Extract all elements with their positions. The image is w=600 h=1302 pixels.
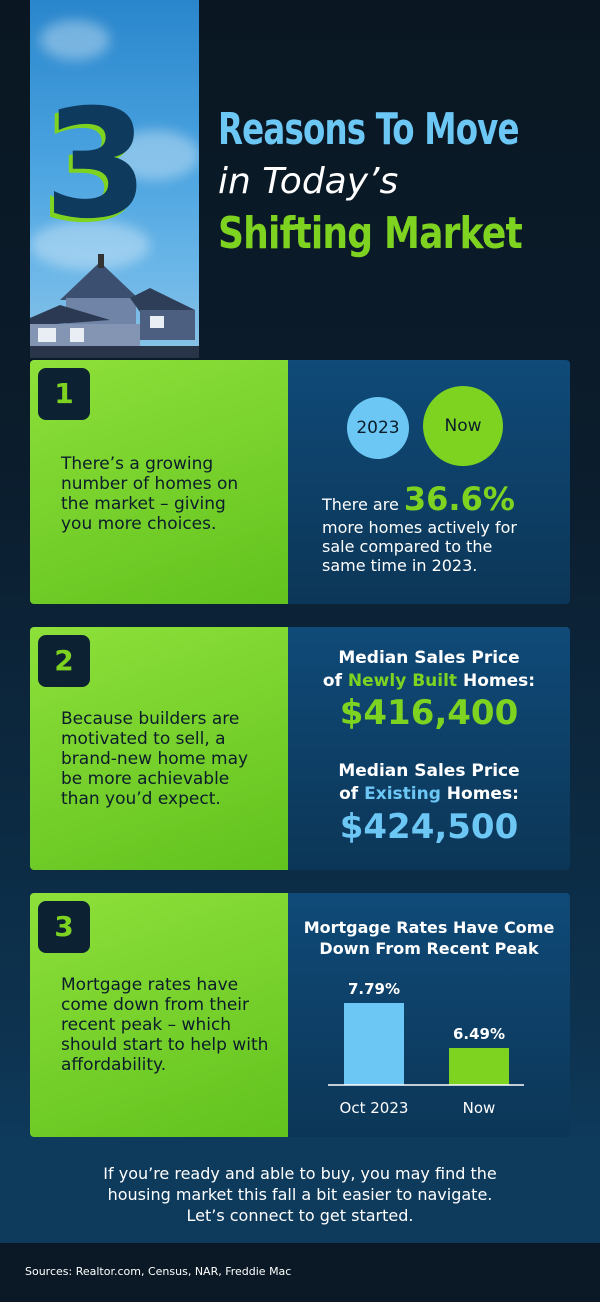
reason-card-3: 3 Mortgage rates have come down from the… xyxy=(30,893,570,1137)
new-homes-price: $416,400 xyxy=(339,693,519,733)
house-photo xyxy=(30,254,199,358)
bar-1 xyxy=(449,1047,509,1085)
chart-title: Mortgage Rates Have Come Down From Recen… xyxy=(303,918,555,958)
reason-card-2: 2 Because builders are motivated to sell… xyxy=(30,627,570,870)
reason-card-1: 1 There’s a growing number of homes on t… xyxy=(30,360,570,604)
reason-panel: 1 There’s a growing number of homes on t… xyxy=(30,360,288,604)
reason-text: Mortgage rates have come down from their… xyxy=(61,975,269,1075)
reason-text: Because builders are motivated to sell, … xyxy=(61,709,249,809)
stat-panel: 2023 Now There are 36.6% more homes acti… xyxy=(288,360,570,604)
stat-value: 36.6% xyxy=(403,480,515,518)
data-label: 7.79% xyxy=(348,980,400,998)
title-line-3: Shifting Market xyxy=(218,208,523,259)
reason-panel: 2 Because builders are motivated to sell… xyxy=(30,627,288,870)
reason-number: 1 xyxy=(38,368,90,420)
existing-homes-label: Median Sales Price of Existing Homes: xyxy=(338,761,520,804)
chart-panel: Mortgage Rates Have Come Down From Recen… xyxy=(288,893,570,1137)
big-number-three: 3 xyxy=(44,78,149,252)
bar-chart: 7.79% Oct 2023 6.49% Now xyxy=(328,980,524,1117)
new-homes-label: Median Sales Price of Newly Built Homes: xyxy=(322,648,536,691)
sources: Sources: Realtor.com, Census, NAR, Fredd… xyxy=(0,1243,600,1302)
closing-message: If you’re ready and able to buy, you may… xyxy=(103,1164,497,1225)
page-title: Reasons To Move in Today’s Shifting Mark… xyxy=(218,108,589,256)
reason-panel: 3 Mortgage rates have come down from the… xyxy=(30,893,288,1137)
reason-number: 2 xyxy=(38,635,90,687)
bar-0 xyxy=(344,1003,404,1085)
reason-number: 3 xyxy=(38,901,90,953)
existing-homes-price: $424,500 xyxy=(339,807,519,847)
category-label: Now xyxy=(463,1099,496,1117)
title-line-2: in Today’s xyxy=(218,161,399,202)
price-panel: Median Sales Price of Newly Built Homes:… xyxy=(288,627,570,870)
category-label: Oct 2023 xyxy=(340,1099,409,1117)
stat-suffix: more homes actively for sale compared to… xyxy=(322,518,517,575)
data-label: 6.49% xyxy=(453,1025,505,1043)
stat-prefix: There are xyxy=(322,495,399,514)
reason-text: There’s a growing number of homes on the… xyxy=(61,454,239,534)
circle-now: Now xyxy=(423,386,503,466)
title-line-1: Reasons To Move xyxy=(218,104,520,155)
circle-2023: 2023 xyxy=(347,397,409,459)
